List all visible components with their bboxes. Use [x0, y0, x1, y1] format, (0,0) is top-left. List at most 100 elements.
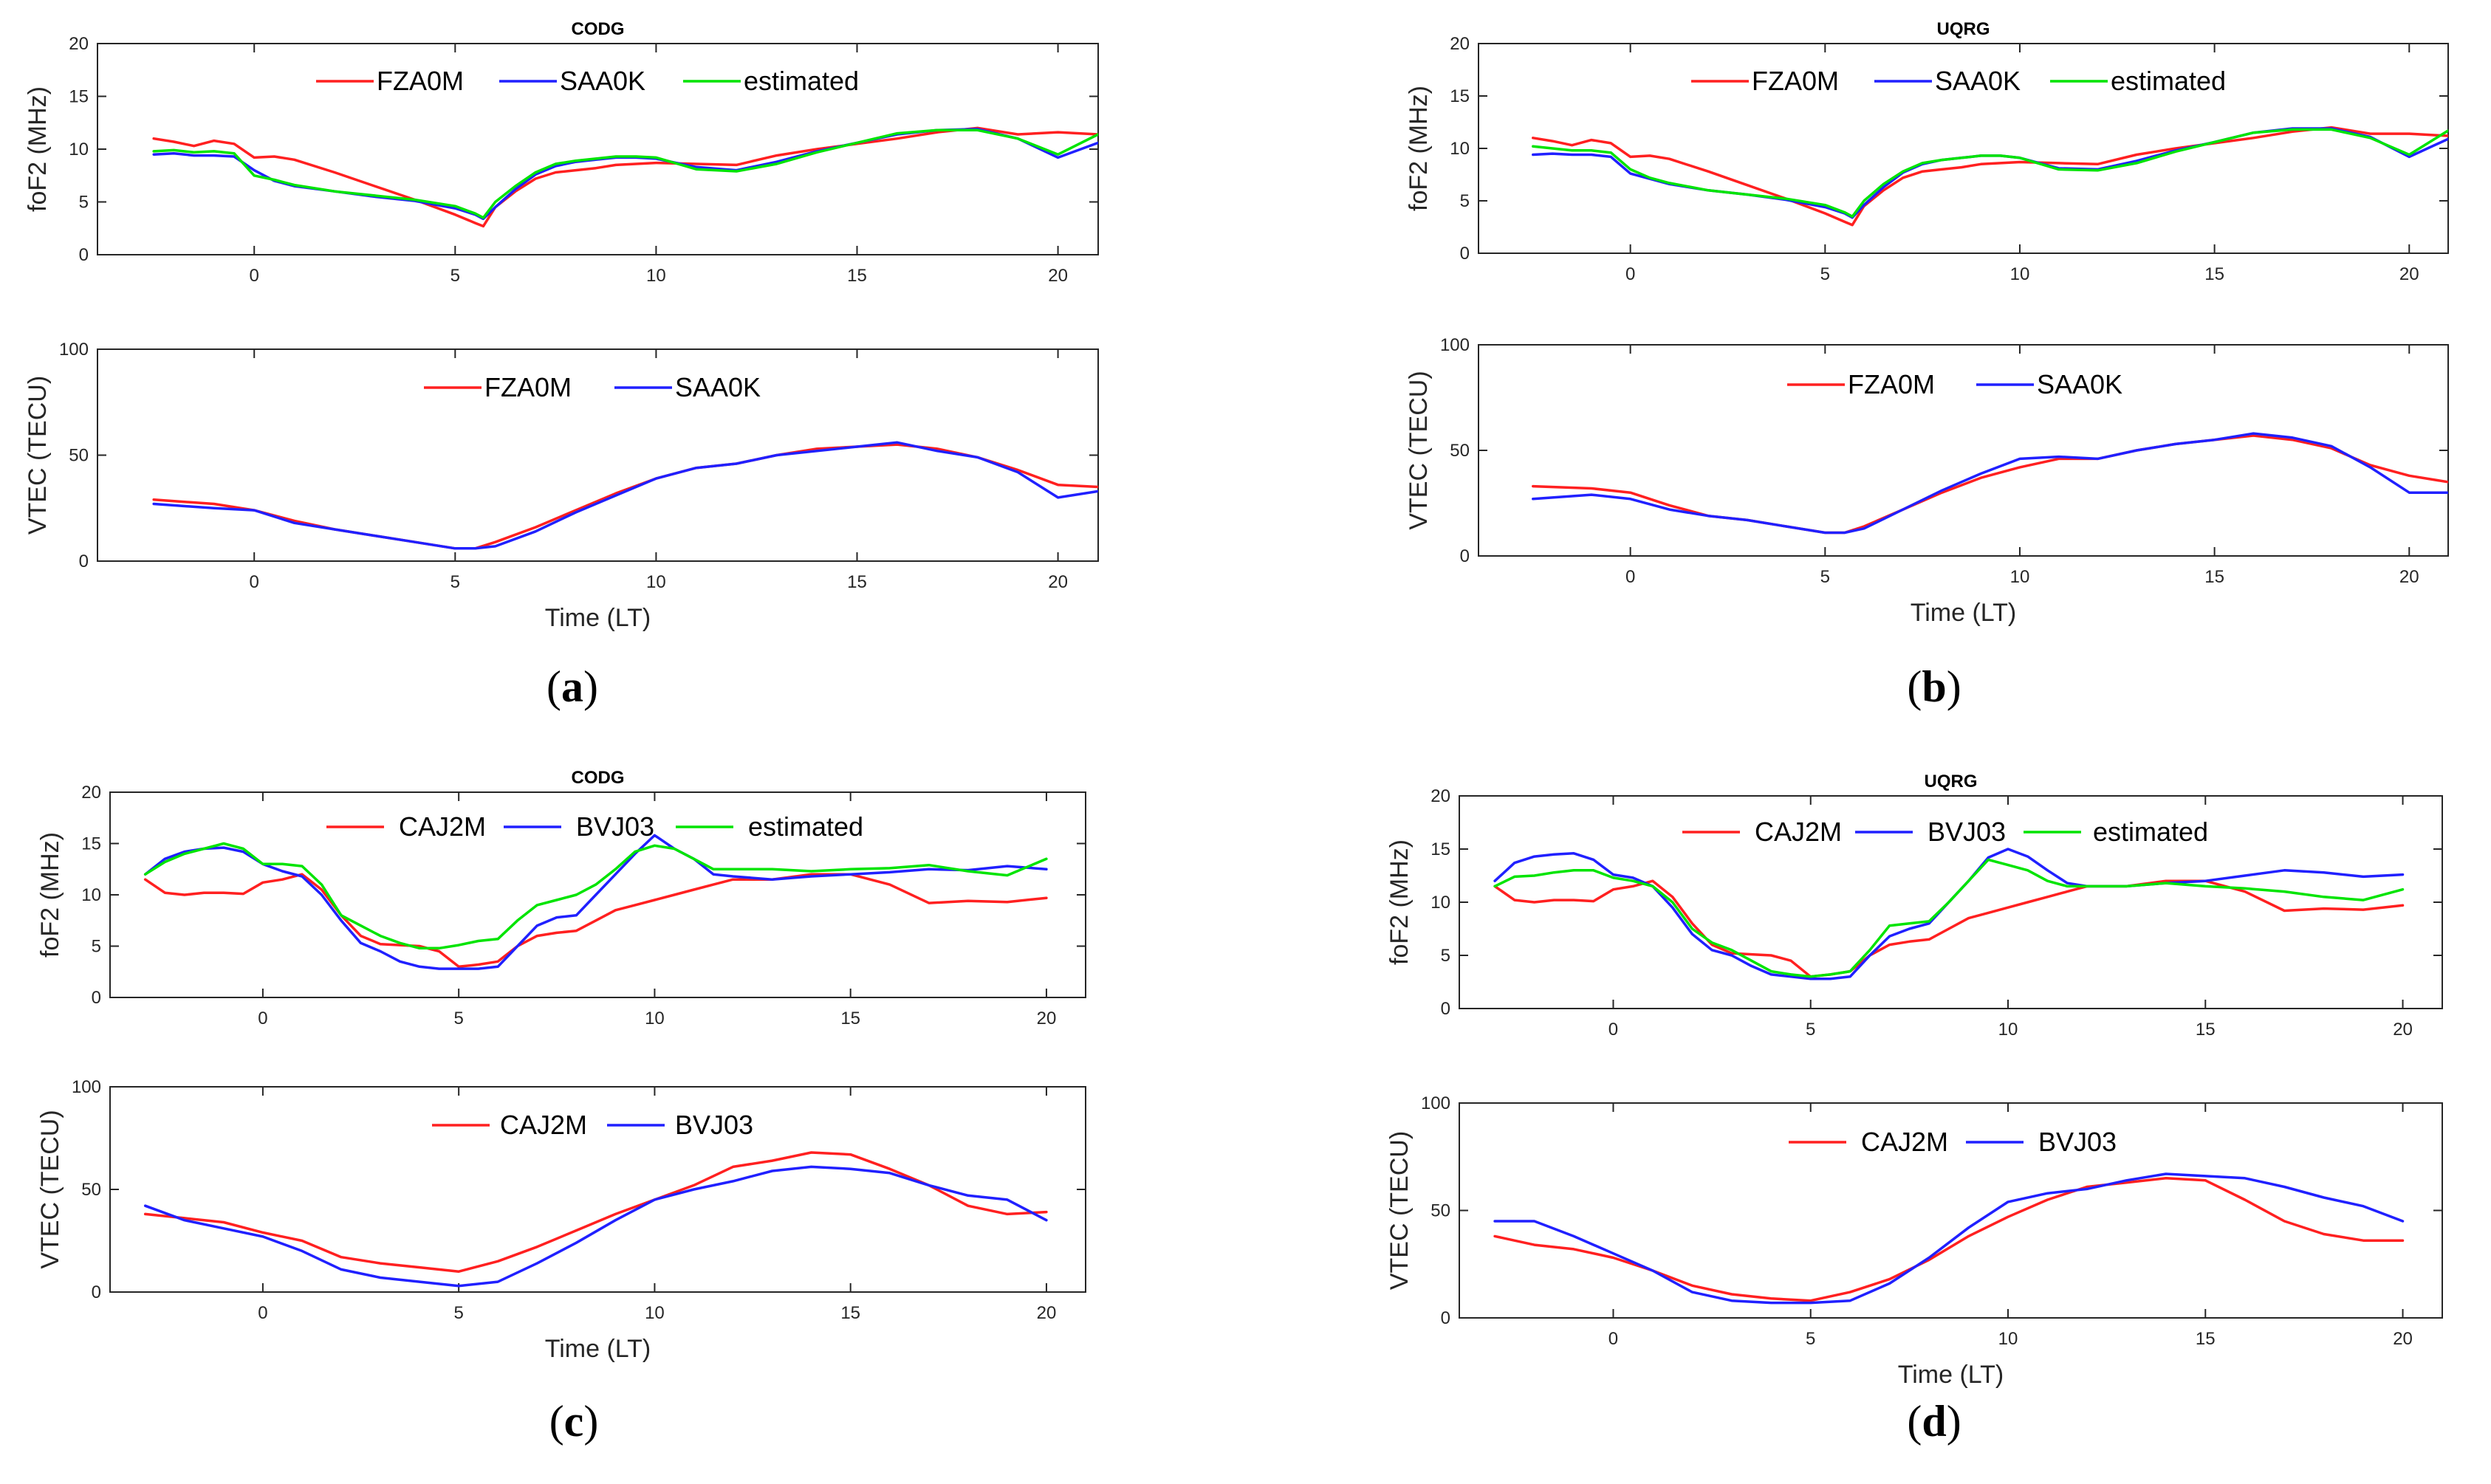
legend-label: FZA0M [1752, 66, 1839, 96]
y-tick-label: 50 [1430, 1201, 1450, 1221]
x-tick-label: 15 [2204, 567, 2224, 587]
y-tick-label: 50 [1450, 441, 1470, 461]
x-axis-label: Time (LT) [545, 1335, 651, 1363]
x-tick-label: 5 [1820, 567, 1830, 587]
legend-label: CAJ2M [1755, 817, 1842, 847]
x-tick-label: 0 [250, 266, 259, 286]
panel-caption-c: (c) [549, 1397, 599, 1446]
x-tick-label: 20 [2399, 264, 2419, 284]
x-tick-label: 15 [847, 266, 867, 286]
y-axis-label: foF2 (MHz) [1385, 839, 1414, 965]
y-tick-label: 15 [1430, 839, 1450, 859]
y-tick-label: 15 [69, 87, 89, 107]
chart-title: CODG [572, 19, 625, 39]
x-tick-label: 10 [1998, 1020, 2018, 1040]
y-tick-label: 20 [69, 34, 89, 54]
y-tick-label: 50 [69, 446, 89, 466]
x-tick-label: 15 [2196, 1020, 2216, 1040]
x-tick-label: 5 [453, 1009, 463, 1028]
legend-label: FZA0M [377, 66, 464, 96]
legend-label: BVJ03 [576, 811, 654, 842]
x-tick-label: 15 [2196, 1329, 2216, 1349]
x-tick-label: 0 [1608, 1329, 1618, 1349]
y-tick-label: 5 [1460, 191, 1470, 211]
legend-label: FZA0M [484, 372, 572, 402]
y-tick-label: 10 [69, 140, 89, 159]
legend-label: estimated [2093, 817, 2208, 847]
series-line-fza0m [152, 126, 1098, 228]
y-tick-label: 100 [72, 1077, 101, 1097]
plot-area [97, 348, 1099, 562]
x-tick-label: 10 [645, 1009, 665, 1028]
legend-label: CAJ2M [399, 811, 486, 842]
x-tick-label: 5 [450, 572, 460, 592]
x-tick-label: 20 [1037, 1303, 1057, 1323]
chart-d-vtec: 0 5 10 15 20 0 50 100 VTEC (TECU) Time (LT) CAJ2M B… [1385, 1093, 2443, 1389]
x-tick-label: 15 [847, 572, 867, 592]
x-tick-label: 5 [1806, 1329, 1815, 1349]
legend-label: SAA0K [675, 372, 761, 402]
plot-area [1478, 43, 2449, 254]
legend-label: estimated [2111, 66, 2226, 96]
series-line-saa0k [1532, 432, 2448, 535]
legend-label: SAA0K [1935, 66, 2021, 96]
panel-caption-b: (b) [1907, 662, 1961, 711]
y-tick-label: 100 [1421, 1093, 1450, 1113]
series-line-estimated [1493, 858, 2405, 978]
panel-caption-a: (a) [546, 662, 598, 711]
x-tick-label: 5 [450, 266, 460, 286]
legend-label: CAJ2M [500, 1110, 587, 1140]
y-tick-label: 20 [1450, 34, 1470, 54]
x-tick-label: 10 [1998, 1329, 2018, 1349]
legend-label: estimated [748, 811, 863, 842]
y-tick-label: 5 [92, 937, 101, 957]
plot-area [1459, 795, 2443, 1009]
x-tick-label: 10 [645, 1303, 665, 1323]
x-tick-label: 20 [2393, 1020, 2413, 1040]
y-tick-label: 5 [79, 193, 89, 213]
x-tick-label: 0 [250, 572, 259, 592]
y-tick-label: 10 [1430, 893, 1450, 913]
series-line-bvj03 [143, 1165, 1048, 1288]
y-tick-label: 0 [79, 552, 89, 571]
chart-title: UQRG [1925, 772, 1978, 791]
plot-area [1478, 344, 2449, 557]
y-tick-label: 10 [81, 885, 101, 905]
plot-area [97, 43, 1099, 255]
chart-a-vtec: 0 5 10 15 20 0 50 100 VTEC (TECU) Time (LT) FZA0M S… [24, 340, 1099, 632]
x-tick-label: 0 [1625, 567, 1635, 587]
x-tick-label: 20 [2393, 1329, 2413, 1349]
legend-label: estimated [744, 66, 859, 96]
y-tick-label: 0 [1441, 999, 1450, 1019]
chart-b-vtec: 0 5 10 15 20 0 50 100 VTEC (TECU) Time (LT) FZA0M S… [1405, 335, 2449, 627]
legend-label: BVJ03 [2038, 1127, 2117, 1157]
x-tick-label: 0 [258, 1303, 267, 1323]
x-tick-label: 10 [2010, 567, 2030, 587]
y-tick-label: 0 [1441, 1308, 1450, 1328]
y-tick-label: 20 [81, 783, 101, 803]
series-line-bvj03 [143, 834, 1048, 970]
x-tick-label: 0 [1625, 264, 1635, 284]
y-tick-label: 100 [1440, 335, 1470, 355]
x-tick-label: 5 [1820, 264, 1830, 284]
y-tick-label: 0 [92, 988, 101, 1008]
x-tick-label: 15 [2204, 264, 2224, 284]
y-axis-label: VTEC (TECU) [24, 376, 52, 535]
legend-label: CAJ2M [1861, 1127, 1948, 1157]
legend-label: BVJ03 [1928, 817, 2006, 847]
legend-label: SAA0K [2037, 369, 2122, 399]
x-tick-label: 5 [1806, 1020, 1815, 1040]
legend-label: BVJ03 [675, 1110, 753, 1140]
y-axis-label: VTEC (TECU) [1405, 371, 1433, 529]
series-line-estimated [152, 128, 1098, 219]
x-tick-label: 20 [1048, 266, 1068, 286]
y-tick-label: 10 [1450, 139, 1470, 159]
x-tick-label: 15 [840, 1303, 860, 1323]
x-tick-label: 10 [646, 572, 666, 592]
y-tick-label: 0 [1460, 546, 1470, 566]
series-line-caj2m [143, 1151, 1048, 1273]
series-line-estimated [143, 842, 1048, 950]
x-tick-label: 0 [258, 1009, 267, 1028]
x-tick-label: 20 [2399, 567, 2419, 587]
